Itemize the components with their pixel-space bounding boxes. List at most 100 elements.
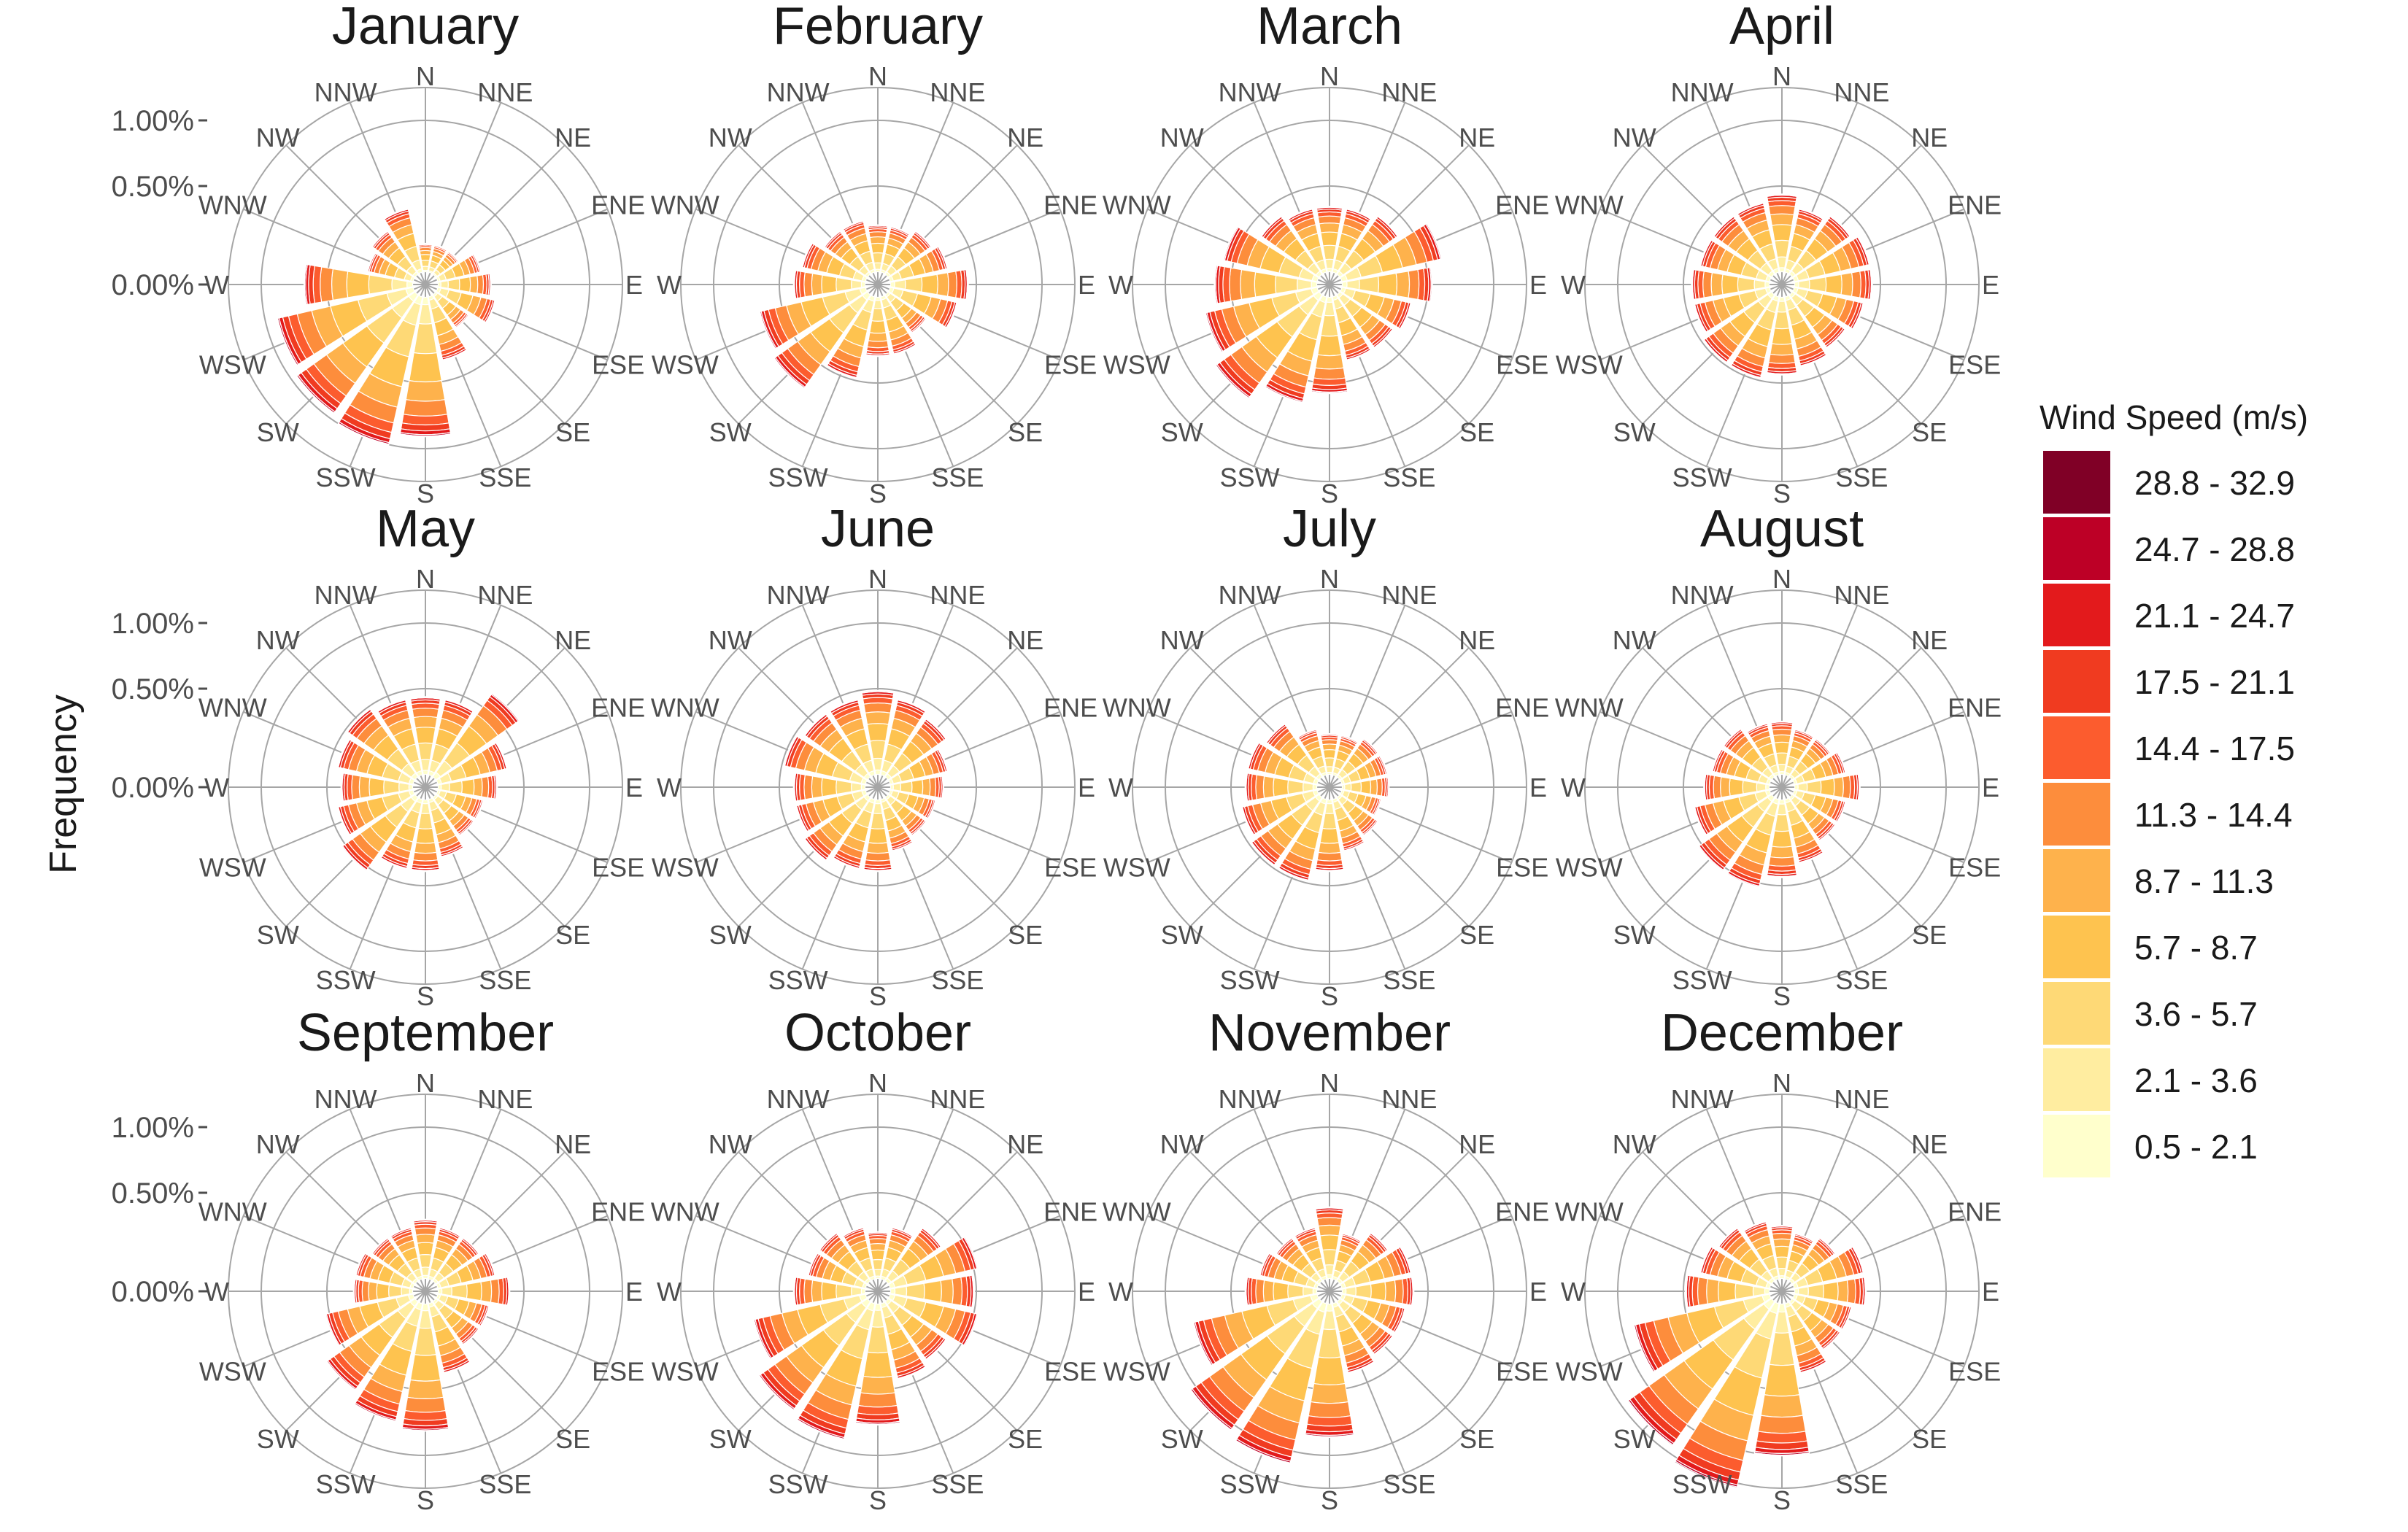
bar-sw bbox=[1702, 291, 1775, 364]
bar-segment bbox=[1294, 1226, 1316, 1237]
bar-ese bbox=[1791, 287, 1865, 330]
bar-segment bbox=[872, 757, 884, 771]
direction-label: SSE bbox=[931, 965, 984, 995]
direction-label: SW bbox=[709, 920, 752, 950]
direction-label: NE bbox=[1459, 123, 1495, 152]
bar-segment bbox=[1265, 722, 1285, 743]
bar-segment bbox=[1326, 296, 1333, 303]
bar-segment bbox=[441, 1286, 452, 1296]
bar-w bbox=[1703, 773, 1770, 801]
bar-sw bbox=[325, 1298, 419, 1391]
bar-nnw bbox=[1736, 201, 1780, 275]
bar-segment bbox=[476, 274, 485, 295]
bar-nne bbox=[880, 698, 927, 778]
direction-label: E bbox=[1529, 270, 1547, 300]
bar-segment bbox=[1846, 1278, 1856, 1304]
direction-label: WSW bbox=[199, 349, 266, 379]
direction-label: NNE bbox=[1381, 1084, 1437, 1114]
bar-segment bbox=[1313, 1356, 1346, 1385]
bar-segment bbox=[442, 349, 468, 362]
bar-n bbox=[867, 224, 889, 273]
bar-segment bbox=[1760, 1394, 1804, 1418]
direction-label: W bbox=[204, 270, 229, 300]
bar-segment bbox=[379, 857, 408, 870]
direction-label: SSW bbox=[1672, 463, 1732, 492]
bar-segment bbox=[420, 260, 431, 268]
bar-segment bbox=[466, 1281, 482, 1301]
bar-wnw bbox=[336, 738, 416, 785]
legend-item: 24.7 - 28.8 bbox=[2043, 517, 2295, 580]
bar-nne bbox=[880, 225, 911, 275]
direction-label: SE bbox=[1912, 1424, 1947, 1454]
direction-label: NE bbox=[1911, 625, 1948, 655]
legend-item: 5.7 - 8.7 bbox=[2043, 916, 2258, 978]
bar-segment bbox=[906, 1283, 925, 1300]
bar-nw bbox=[1717, 1226, 1775, 1285]
bar-segment bbox=[936, 272, 949, 297]
bar-segment bbox=[1691, 268, 1694, 301]
bar-e bbox=[890, 1274, 976, 1308]
legend-swatch bbox=[2043, 916, 2110, 978]
bar-segment bbox=[1296, 278, 1313, 291]
direction-label: SSW bbox=[316, 1469, 376, 1499]
panel-title: September bbox=[297, 1004, 554, 1062]
direction-label: ESE bbox=[1948, 1356, 2001, 1386]
bar-ne bbox=[884, 1226, 943, 1285]
bar-segment bbox=[398, 782, 410, 792]
bar-segment bbox=[1764, 281, 1770, 288]
bar-segment bbox=[1316, 206, 1343, 209]
bar-segment bbox=[440, 782, 450, 792]
bar-segment bbox=[1770, 846, 1794, 859]
bar-segment bbox=[1721, 274, 1739, 295]
bar-segment bbox=[1797, 1286, 1809, 1296]
bar-segment bbox=[1774, 741, 1790, 754]
bar-segment bbox=[1384, 1280, 1397, 1303]
bar-segment bbox=[1322, 244, 1337, 260]
bar-nw bbox=[371, 230, 419, 278]
bar-segment bbox=[404, 1396, 447, 1413]
bar-segment bbox=[1317, 335, 1342, 357]
bar-segment bbox=[938, 748, 949, 772]
bar-segment bbox=[1774, 813, 1790, 832]
bar-segment bbox=[1429, 266, 1433, 303]
legend-label: 24.7 - 28.8 bbox=[2134, 530, 2295, 568]
direction-label: SSW bbox=[316, 463, 376, 492]
bar-segment bbox=[911, 779, 924, 795]
direction-label: SSE bbox=[479, 463, 531, 492]
bar-segment bbox=[1746, 722, 1768, 732]
bar-segment bbox=[1756, 1431, 1808, 1444]
bar-segment bbox=[399, 433, 452, 438]
bar-segment bbox=[475, 800, 485, 820]
direction-label: WNW bbox=[651, 693, 719, 723]
direction-label: ENE bbox=[1043, 1197, 1097, 1227]
bar-segment bbox=[1262, 1280, 1275, 1303]
bar-segment bbox=[1287, 207, 1313, 220]
bar-ne bbox=[1788, 214, 1852, 278]
bar-segment bbox=[873, 262, 882, 271]
direction-label: SE bbox=[555, 1424, 590, 1454]
bar-segment bbox=[868, 1238, 887, 1245]
bar-se bbox=[432, 291, 470, 329]
bar-nne bbox=[1332, 207, 1372, 275]
direction-label: E bbox=[1982, 1277, 1999, 1307]
bar-segment bbox=[420, 802, 431, 814]
direction-label: ENE bbox=[1495, 1197, 1549, 1227]
direction-label: SSE bbox=[1835, 463, 1888, 492]
legend-item: 17.5 - 21.1 bbox=[2043, 650, 2295, 713]
bar-ne bbox=[1336, 214, 1400, 278]
bar-segment bbox=[803, 271, 814, 298]
bar-wsw bbox=[1240, 789, 1320, 836]
direction-label: NNW bbox=[1671, 580, 1734, 610]
bar-segment bbox=[757, 1374, 795, 1412]
bar-segment bbox=[1394, 1308, 1407, 1334]
bar-segment bbox=[422, 266, 429, 271]
legend-label: 14.4 - 17.5 bbox=[2134, 730, 2295, 767]
bar-segment bbox=[1244, 1277, 1248, 1306]
direction-label: N bbox=[1320, 61, 1339, 91]
wind-bars bbox=[1693, 721, 1861, 889]
bar-nne bbox=[428, 244, 448, 275]
bar-sw bbox=[1189, 1298, 1323, 1431]
bar-segment bbox=[1842, 1307, 1853, 1331]
direction-label: NW bbox=[1160, 123, 1204, 152]
bar-segment bbox=[459, 821, 475, 837]
